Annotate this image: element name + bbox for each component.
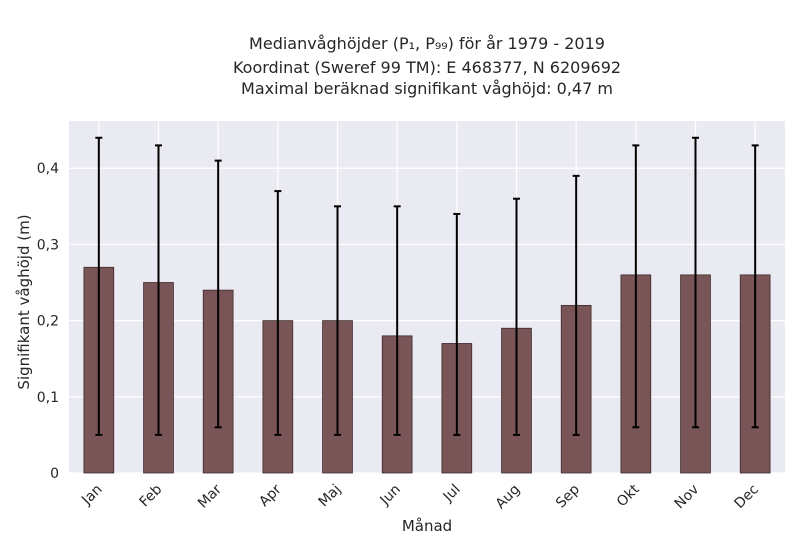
chart-title-line-3: Maximal beräknad signifikant våghöjd: 0,… (241, 79, 613, 98)
y-tick-label: 0,2 (37, 314, 59, 330)
error-bars (95, 136, 759, 436)
x-tick-label: Nov (672, 482, 703, 513)
x-tick-label: Mar (195, 481, 225, 511)
x-tick-labels: Jan Feb Mar Apr Maj Jun Jul Aug Sep Okt Nov Dec (78, 481, 762, 512)
x-tick-label: Aug (493, 482, 524, 513)
error-bar-aug (513, 197, 520, 436)
error-bar-sep (572, 174, 580, 436)
plot-area (69, 121, 785, 473)
error-bar-mar (214, 159, 222, 429)
chart-title-line-2: Koordinat (Sweref 99 TM): E 468377, N 62… (232, 58, 622, 77)
error-bar-okt (632, 144, 640, 429)
x-tick-label: Maj (316, 482, 345, 511)
error-bar-jul (453, 212, 461, 436)
chart-title-line-1: Medianvåghöjder (P₁, P₉₉) för år 1979 - … (249, 34, 605, 53)
y-tick-label: 0,1 (37, 390, 59, 406)
y-tick-label: 0 (50, 466, 59, 482)
error-bar-feb (155, 144, 162, 436)
y-tick-label: 0,3 (37, 237, 59, 253)
error-bar-jun (393, 205, 401, 436)
error-bar-dec (751, 144, 759, 429)
x-tick-label: Feb (136, 481, 165, 510)
x-tick-label: Apr (256, 481, 285, 510)
x-tick-label: Jul (440, 482, 464, 506)
x-tick-label: Jan (78, 482, 105, 509)
y-tick-labels: 0 0,1 0,2 0,3 0,4 (37, 161, 59, 482)
x-axis-label: Månad (402, 517, 452, 535)
error-bar-nov (692, 136, 699, 429)
x-tick-label: Sep (553, 481, 583, 511)
error-bar-jan (95, 136, 103, 436)
x-tick-label: Okt (614, 481, 643, 510)
y-axis-label: Signifikant våghöjd (m) (15, 214, 33, 389)
error-bar-apr (274, 190, 282, 436)
x-tick-label: Jun (377, 482, 404, 509)
y-tick-label: 0,4 (37, 161, 59, 177)
x-tick-label: Dec (732, 482, 762, 512)
error-bar-maj (334, 205, 341, 436)
